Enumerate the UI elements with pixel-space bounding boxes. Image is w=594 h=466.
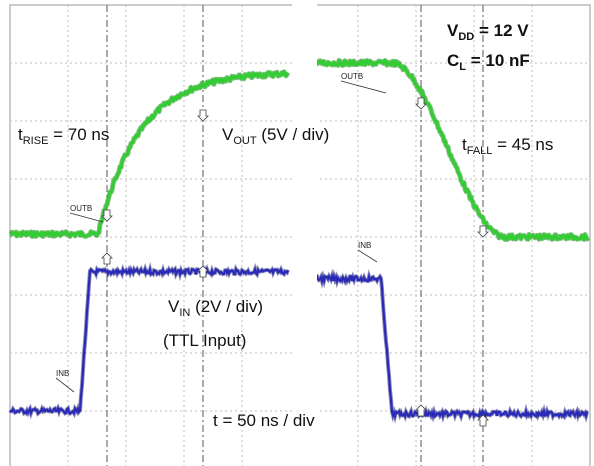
vin-fall-trace-shadow (315, 268, 589, 424)
vin-fall-trace (315, 272, 589, 421)
ttl-input-label: (TTL Input) (163, 331, 246, 350)
falling-inb-tag: INB (358, 241, 371, 250)
rise-end-marker-icon (197, 109, 209, 122)
panel-gap (292, 0, 317, 466)
input-fall-end-marker-icon (477, 414, 489, 427)
rising-outb-tag: OUTB (70, 204, 92, 213)
vout-rise-trace-shadow (8, 69, 291, 239)
vdd-label: VDD = 12 V (447, 21, 529, 43)
vout-label: VOUT (5V / div) (222, 125, 329, 147)
timebase-label: t = 50 ns / div (213, 411, 315, 430)
falling-inb-leader (357, 249, 378, 263)
vout-rise-trace (9, 70, 290, 238)
waveform-traces (8, 58, 590, 424)
falling-outb-tag: OUTB (341, 72, 363, 81)
trace-markers (55, 80, 489, 427)
vin-label: VIN (2V / div) (168, 297, 263, 319)
rising-inb-tag: INB (56, 369, 69, 378)
falling-outb-leader (340, 80, 387, 94)
rising-outb-leader (69, 212, 104, 223)
fall-time-label: tFALL = 45 ns (462, 135, 553, 157)
rise-time-label: tRISE = 70 ns (18, 125, 109, 147)
fall-start-marker-icon (415, 97, 427, 110)
rise-start-marker-icon (101, 209, 113, 222)
vout-fall-trace (314, 59, 590, 241)
vin-rise-trace (9, 265, 290, 417)
fall-end-marker-icon (477, 225, 489, 238)
rising-inb-leader (55, 377, 75, 393)
cl-label: CL = 10 nF (447, 51, 530, 73)
input-fall-marker-icon (415, 404, 427, 417)
input-rise-marker-icon (101, 252, 113, 265)
input-rise-end-marker-icon (197, 265, 209, 278)
